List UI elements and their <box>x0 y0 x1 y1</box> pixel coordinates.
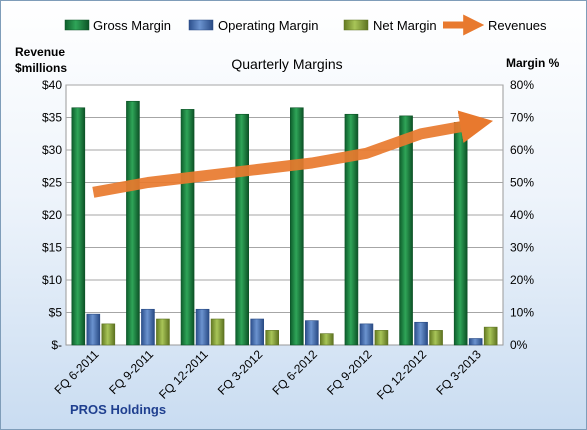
legend-label-operating-margin: Operating Margin <box>218 18 318 33</box>
left-axis-label-line1: Revenue <box>15 45 65 59</box>
bar-operating-margin <box>359 323 374 346</box>
right-tick-label: 80% <box>510 78 534 92</box>
left-tick-label: $40 <box>42 78 62 92</box>
revenue-line-group <box>92 110 494 198</box>
right-axis-label: Margin % <box>506 56 560 70</box>
right-tick-label: 50% <box>510 176 534 190</box>
x-tick-label: FQ 9-2012 <box>324 347 375 398</box>
right-axis-ticks: 0% 10% 20% 30% 40% 50% 60% 70% 80% <box>510 78 534 352</box>
legend-label-gross-margin: Gross Margin <box>93 18 171 33</box>
x-tick-label: FQ 3-2012 <box>215 347 266 398</box>
bar-gross-margin <box>71 107 86 346</box>
company-label: PROS Holdings <box>70 402 166 417</box>
bar-net-margin <box>210 318 225 346</box>
legend-swatch-net-margin <box>343 19 369 31</box>
bar-net-margin <box>156 318 170 346</box>
right-tick-label: 70% <box>510 111 534 125</box>
right-tick-label: 30% <box>510 241 534 255</box>
bar-operating-margin <box>305 320 319 346</box>
right-tick-label: 60% <box>510 143 534 157</box>
legend-label-revenues: Revenues <box>488 18 547 33</box>
x-tick-label: FQ 6-2012 <box>269 347 320 398</box>
left-axis-ticks: $- $5 $10 $15 $20 $25 $30 $35 $40 <box>42 78 62 352</box>
right-tick-label: 0% <box>510 338 528 352</box>
left-tick-label: $20 <box>42 208 62 222</box>
left-tick-label: $35 <box>42 111 62 125</box>
bar-gross-margin <box>344 113 359 346</box>
bar-gross-margin <box>180 109 195 346</box>
legend-swatch-operating-margin <box>188 19 214 31</box>
bar-gross-margin <box>235 113 249 346</box>
x-tick-label: FQ 6-2011 <box>52 347 102 397</box>
x-tick-label: FQ 12-2012 <box>374 347 429 402</box>
legend-label-net-margin: Net Margin <box>373 18 437 33</box>
right-tick-label: 10% <box>510 306 534 320</box>
line-revenues <box>92 110 494 198</box>
bar-net-margin <box>374 330 389 346</box>
bar-net-margin <box>429 330 443 346</box>
left-axis-label-line2: $millions <box>15 61 67 75</box>
bars-group <box>71 100 498 346</box>
bar-operating-margin <box>414 321 428 346</box>
bar-net-margin <box>101 323 116 346</box>
x-tick-label: FQ 12-2011 <box>156 347 211 402</box>
bar-gross-margin <box>399 115 413 346</box>
left-tick-label: $- <box>51 338 62 352</box>
x-axis-tick-labels: FQ 6-2011 FQ 9-2011 FQ 12-2011 FQ 3-2012 FQ … <box>52 347 484 402</box>
legend: Gross Margin Operating Margin Net Margin… <box>64 14 547 36</box>
left-tick-label: $10 <box>42 273 62 287</box>
bar-gross-margin <box>453 122 468 346</box>
right-tick-label: 40% <box>510 208 534 222</box>
bar-operating-margin <box>86 313 101 346</box>
bar-operating-margin <box>468 338 483 346</box>
bar-operating-margin <box>250 318 264 346</box>
left-tick-label: $5 <box>49 306 63 320</box>
left-tick-label: $25 <box>42 176 62 190</box>
bar-net-margin <box>483 326 498 346</box>
left-tick-label: $30 <box>42 143 62 157</box>
right-tick-label: 20% <box>510 273 534 287</box>
chart-title: Quarterly Margins <box>231 56 342 72</box>
bar-net-margin <box>320 333 334 346</box>
left-tick-label: $15 <box>42 241 62 255</box>
legend-swatch-gross-margin <box>64 19 90 31</box>
x-tick-label: FQ 3-2013 <box>433 347 484 398</box>
bar-operating-margin <box>141 308 155 346</box>
bar-gross-margin <box>126 100 140 346</box>
bar-gross-margin <box>290 107 304 346</box>
x-tick-label: FQ 9-2011 <box>106 347 156 397</box>
bar-operating-margin <box>195 308 210 346</box>
bar-net-margin <box>265 330 279 346</box>
